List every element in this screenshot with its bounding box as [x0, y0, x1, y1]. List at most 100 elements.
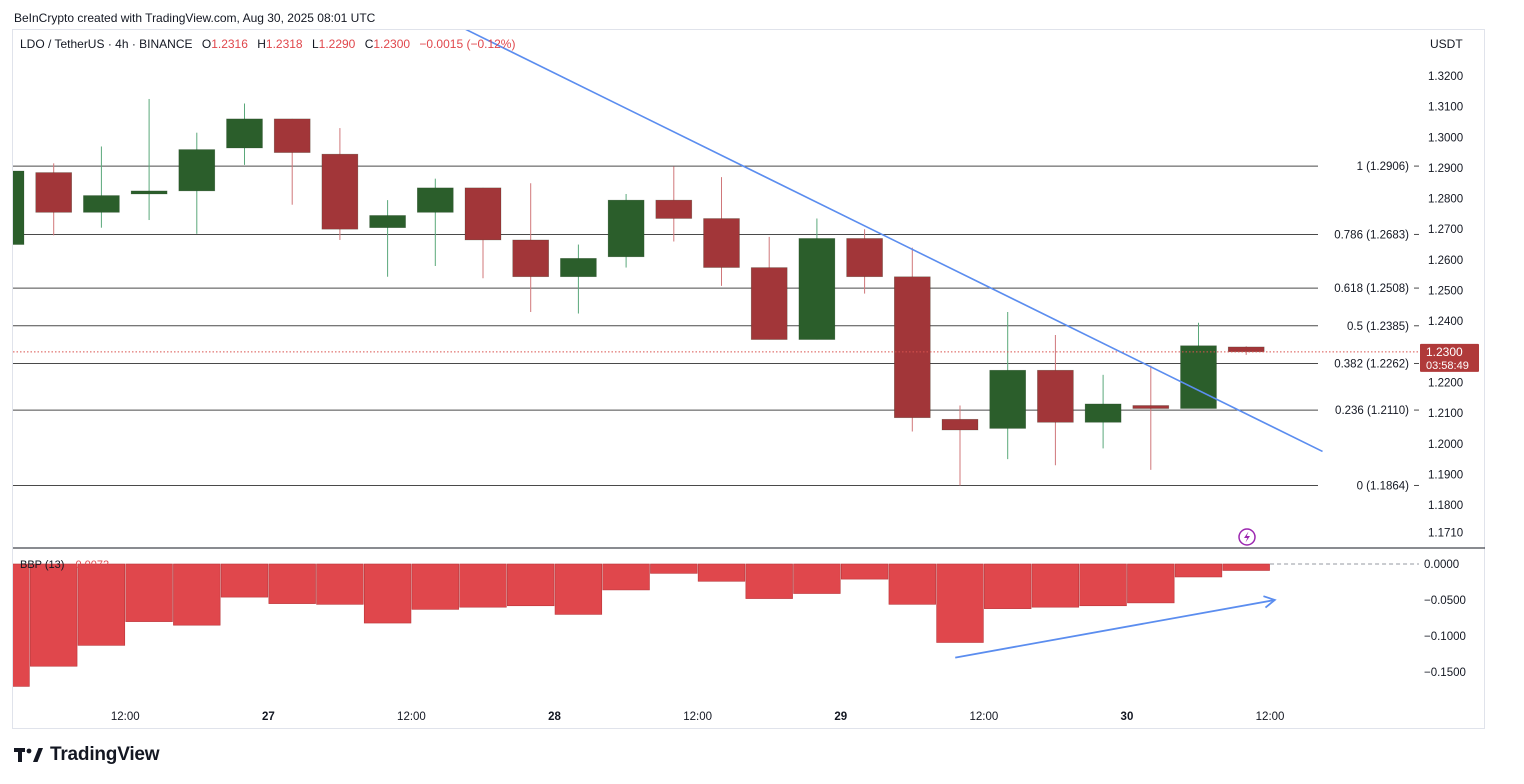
price-axis-tick: 1.2000	[1428, 439, 1463, 451]
candle[interactable]	[989, 311, 1027, 460]
time-axis-tick: 12:00	[1256, 711, 1285, 723]
indicator-bar[interactable]	[984, 563, 1032, 609]
candle[interactable]	[846, 229, 883, 294]
candle[interactable]	[750, 236, 788, 340]
indicator-bar[interactable]	[1127, 563, 1175, 604]
candle[interactable]	[0, 168, 25, 245]
candle[interactable]	[1180, 322, 1217, 409]
candle-body	[655, 199, 693, 219]
price-axis-tick: 1.2800	[1428, 194, 1463, 206]
candle[interactable]	[1084, 374, 1122, 449]
candle[interactable]	[273, 118, 311, 205]
candle[interactable]	[941, 405, 979, 486]
candle-body	[560, 258, 597, 278]
candle-body	[512, 239, 550, 278]
candle[interactable]	[226, 103, 263, 165]
indicator-title: BBP (13)	[20, 559, 64, 571]
time-axis-tick: 12:00	[111, 711, 140, 723]
candle[interactable]	[607, 193, 645, 268]
lightning-icon[interactable]	[1238, 528, 1256, 546]
candle[interactable]	[893, 247, 931, 432]
indicator-arrow-line	[955, 599, 1275, 659]
price-axis-tick: 1.2700	[1428, 224, 1463, 236]
price-axis-tick: 1.1800	[1428, 500, 1463, 512]
indicator-bar[interactable]	[793, 563, 841, 594]
legend: LDO / TetherUS · 4h · BINANCE O1.2316 H1…	[20, 37, 1463, 571]
indicator-bar[interactable]	[507, 563, 555, 607]
open-label: O	[202, 37, 211, 51]
candle[interactable]	[464, 187, 502, 279]
time-axis-tick: 12:00	[969, 711, 998, 723]
candle-body	[750, 267, 788, 340]
candle[interactable]	[178, 132, 216, 234]
candle[interactable]	[655, 166, 693, 242]
indicator-bar[interactable]	[888, 563, 936, 605]
symbol-legend: LDO / TetherUS · 4h · BINANCE O1.2316 H1…	[20, 37, 515, 51]
candle[interactable]	[130, 98, 168, 221]
footer-logo: TradingView	[14, 744, 160, 766]
indicator-arrow-head	[1263, 595, 1277, 609]
indicator-bar[interactable]	[602, 563, 650, 591]
candle-body	[321, 153, 359, 230]
candle[interactable]	[83, 146, 120, 228]
candle[interactable]	[512, 183, 550, 312]
candle[interactable]	[35, 163, 73, 236]
currency-label: USDT	[1430, 37, 1463, 51]
time-axis-tick: 30	[1121, 711, 1134, 723]
indicator-bar[interactable]	[697, 563, 746, 582]
fib-level-label: 1 (1.2906)	[1357, 161, 1410, 173]
indicator-bar[interactable]	[1031, 563, 1080, 608]
indicator-bar[interactable]	[554, 563, 603, 615]
trendline[interactable]	[464, 28, 1323, 453]
indicator-bars	[0, 563, 1270, 687]
current-price-countdown: 03:58:49	[1426, 360, 1469, 372]
fib-level-label: 0.5 (1.2385)	[1347, 321, 1409, 333]
indicator-bar[interactable]	[936, 563, 984, 643]
indicator-axis-tick: −0.1000	[1424, 631, 1466, 643]
candle[interactable]	[321, 128, 359, 240]
candle-body	[416, 187, 454, 213]
candle-body	[35, 172, 73, 213]
indicator-bar[interactable]	[459, 563, 507, 608]
indicator-bar[interactable]	[316, 563, 364, 605]
candle-body	[464, 187, 502, 241]
time-axis-tick: 29	[834, 711, 847, 723]
candle-body	[1180, 345, 1217, 409]
indicator-bar[interactable]	[411, 563, 459, 610]
candle[interactable]	[1132, 365, 1170, 470]
indicator-bar[interactable]	[30, 563, 78, 667]
candle[interactable]	[560, 244, 597, 314]
indicator-axis-tick: 0.0000	[1424, 559, 1459, 571]
indicator-bar[interactable]	[1079, 563, 1127, 607]
indicator-bar[interactable]	[1222, 563, 1270, 571]
indicator-bar[interactable]	[1174, 563, 1223, 578]
candle[interactable]	[416, 178, 454, 267]
indicator-bar[interactable]	[363, 563, 412, 624]
price-axis-tick: 1.3000	[1428, 132, 1463, 144]
tradingview-logo-text: TradingView	[50, 744, 160, 765]
indicator-bar[interactable]	[220, 563, 269, 598]
candle[interactable]	[703, 177, 740, 286]
candle-body	[273, 118, 311, 153]
candle[interactable]	[798, 218, 836, 340]
indicator-pane	[0, 563, 1419, 687]
fib-level-label: 0.236 (1.2110)	[1335, 405, 1409, 417]
candle[interactable]	[369, 200, 406, 277]
indicator-bar[interactable]	[173, 563, 221, 626]
candle-body	[893, 276, 931, 419]
candle[interactable]	[1037, 334, 1074, 466]
candle-body	[989, 369, 1027, 429]
indicator-bar[interactable]	[77, 563, 126, 646]
candle[interactable]	[1227, 346, 1265, 355]
candle-body	[941, 418, 979, 431]
indicator-bar[interactable]	[0, 563, 30, 687]
indicator-bar[interactable]	[840, 563, 889, 580]
indicator-bar[interactable]	[650, 563, 698, 574]
indicator-bar[interactable]	[745, 563, 793, 599]
indicator-bar[interactable]	[125, 563, 173, 622]
candle-body	[607, 199, 645, 258]
indicator-bar[interactable]	[268, 563, 316, 604]
symbol-pair: LDO / TetherUS · 4h · BINANCE	[20, 37, 193, 51]
